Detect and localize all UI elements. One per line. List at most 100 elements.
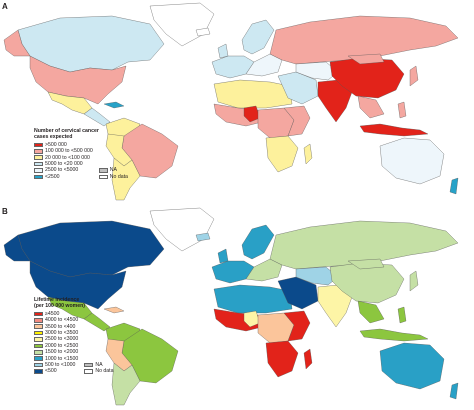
region-iceland [195,27,211,37]
legend-a-swatch [34,168,43,173]
legend-b-extra-label: No data [95,368,114,375]
region-madagascar [303,143,313,165]
legend-a-item: 2500 to <5000 [34,167,93,173]
legend-b-swatch [34,369,43,374]
legend-b-item-label: 1500 to <2000 [45,349,79,356]
region-indonesia [359,123,429,137]
legend-a-item: 100 000 to <500 000 [34,148,93,154]
region-caribbean [103,306,125,314]
region-north-africa [213,79,293,109]
region-madagascar [303,348,313,370]
region-central-america [83,312,111,332]
region-uk [217,248,229,264]
legend-a-item: 5000 to <20 000 [34,161,93,167]
legend-b-swatch [34,324,43,330]
legend-b-swatch [34,362,43,368]
region-australia [379,342,445,390]
legend-b-item-label: ≥4500 [45,310,60,317]
legend-a-item-label: 5000 to <20 000 [45,160,83,167]
region-australia [379,137,445,185]
region-caribbean [103,101,125,109]
legend-b-item: 1000 to <1500 [34,356,78,362]
legend-b-item-label: 2500 to <3000 [45,336,79,343]
world-map-b [3,207,459,406]
legend-a-item-label: 100 000 to <500 000 [45,148,93,155]
legend-a-swatch [34,142,43,148]
legend-b-extra: NA [84,362,113,368]
panel-label-b: B [2,207,8,216]
legend-a-title-line: cases expected [34,134,73,141]
legend-b-item: 3500 to <400 [34,324,78,330]
legend-b-item-label: <500 [45,368,57,375]
region-central-asia [295,61,339,81]
legend-a-swatch [98,168,108,173]
legend-a-item-label: <2500 [45,173,60,180]
legend-b-swatch [34,318,43,323]
legend-b-swatch [84,369,94,374]
region-uk [217,43,229,59]
legend-a-extra: No data [98,173,128,180]
world-map-a [3,2,459,201]
legend-b-item-label: 1000 to <1500 [45,355,79,362]
region-mongolia [347,258,385,270]
region-north-africa [213,284,293,314]
region-scandinavia [241,19,275,55]
legend-b-swatch [34,337,43,342]
region-nigeria [243,310,261,328]
region-central-america [83,107,111,127]
legend-a-extra-label: No data [109,173,128,180]
legend-b-title-line: Lifetime incidence [34,297,80,303]
region-mongolia [347,53,385,65]
legend-b-item: 4000 to <4500 [34,317,78,323]
legend-b-item: 2500 to <3000 [34,336,78,342]
legend-b-extra: No data [84,368,114,375]
region-argentina-chile [111,157,141,201]
region-new-zealand [449,177,459,195]
legend-b-item: 2000 to <2500 [34,343,78,349]
legend-b-swatch [34,350,43,355]
legend-b-swatch [34,356,43,362]
region-southern-africa [265,135,299,173]
legend-b: Lifetime incidence (per 100 000 women) ≥… [34,297,114,375]
legend-b-item-label: 500 to <1000 [45,361,76,368]
region-central-asia [295,266,339,286]
region-new-zealand [449,382,459,400]
legend-b-title: Lifetime incidence (per 100 000 women) [34,297,114,310]
panel-label-a: A [2,2,8,11]
legend-a-swatch [98,174,108,180]
region-western-europe [211,260,255,284]
region-scandinavia [241,224,275,260]
legend-a-item: 20 000 to <100 000 [34,155,93,161]
legend-a-title: Number of cervical cancer cases expected [34,128,128,141]
legend-b-swatch [34,343,43,349]
legend-a-title-line: Number of cervical cancer [34,128,99,134]
region-argentina-chile [111,362,141,406]
legend-a-item: <2500 [34,174,93,180]
map-panel-b: B [0,205,474,410]
region-japan [409,270,419,292]
legend-a-item: >500 000 [34,142,93,148]
legend-b-item: 3000 to <3500 [34,330,78,336]
legend-b-item: 1500 to <2000 [34,349,78,355]
region-western-europe [211,55,255,79]
region-iceland [195,232,211,242]
region-indonesia [359,328,429,342]
legend-a-swatch [34,149,43,154]
legend-b-item-label: 3500 to <400 [45,323,76,330]
legend-b-swatch [34,311,43,317]
legend-a-extra-label: NA [109,167,117,174]
region-east-africa [283,105,311,137]
region-usa [29,55,127,105]
region-philippines [397,101,407,119]
legend-a-swatch [34,161,43,167]
region-southeast-asia [357,95,385,119]
region-philippines [397,306,407,324]
legend-a-item-label: 20 000 to <100 000 [45,154,90,161]
region-east-africa [283,310,311,342]
region-nigeria [243,105,261,123]
legend-b-item-label: 2000 to <2500 [45,342,79,349]
legend-b-item: 500 to <1000 [34,362,78,368]
legend-a-item-label: 2500 to <5000 [45,167,79,174]
region-japan [409,65,419,87]
legend-b-swatch [84,362,94,368]
